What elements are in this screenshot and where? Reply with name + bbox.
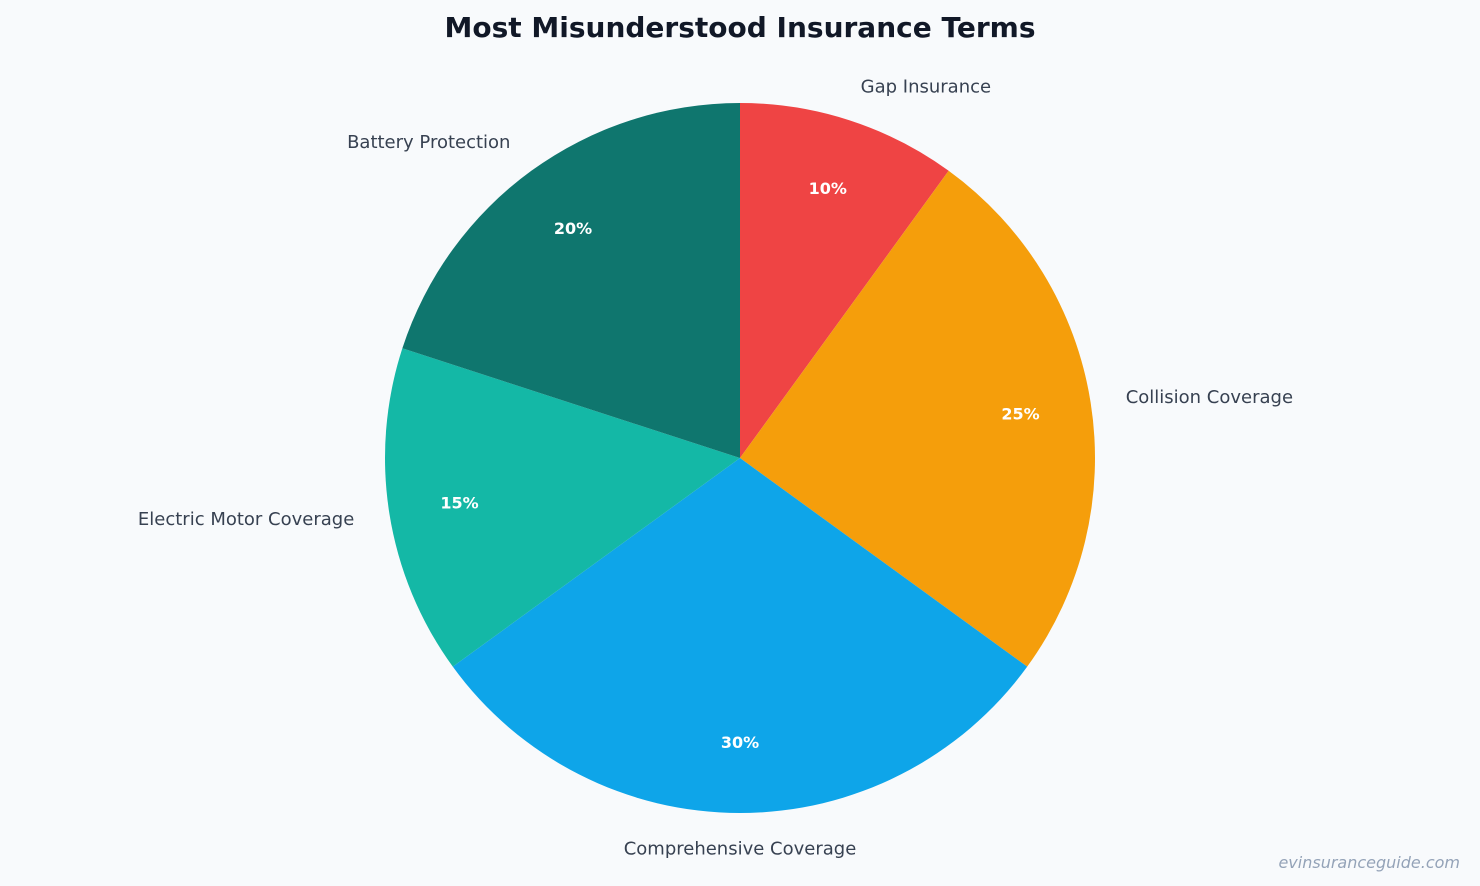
pie-slice-collision-coverage xyxy=(740,170,1095,667)
pie-slices xyxy=(385,103,1095,813)
pie-slice-comprehensive-coverage xyxy=(452,458,1028,813)
percent-label: 25% xyxy=(1001,405,1039,424)
percent-label: 30% xyxy=(721,733,759,752)
percent-label: 20% xyxy=(554,219,592,238)
pie-slice-battery-protection xyxy=(402,103,740,458)
pie-slice-electric-motor-coverage xyxy=(385,348,740,667)
pie-slice-gap-insurance xyxy=(740,103,949,458)
percent-labels: 10% 25% 30% 15% 20% xyxy=(440,179,1039,752)
slice-name-label: Collision Coverage xyxy=(1126,387,1293,408)
percent-label: 15% xyxy=(440,493,478,512)
slice-name-label: Gap Insurance xyxy=(861,77,991,98)
chart-title: Most Misunderstood Insurance Terms xyxy=(445,11,1036,44)
slice-name-label: Electric Motor Coverage xyxy=(138,509,354,530)
percent-label: 10% xyxy=(809,179,847,198)
watermark: evinsuranceguide.com xyxy=(1278,853,1460,872)
slice-name-label: Battery Protection xyxy=(347,132,510,153)
slice-name-label: Comprehensive Coverage xyxy=(624,839,857,860)
slice-name-labels: Gap Insurance Collision Coverage Comprehen… xyxy=(138,77,1293,860)
